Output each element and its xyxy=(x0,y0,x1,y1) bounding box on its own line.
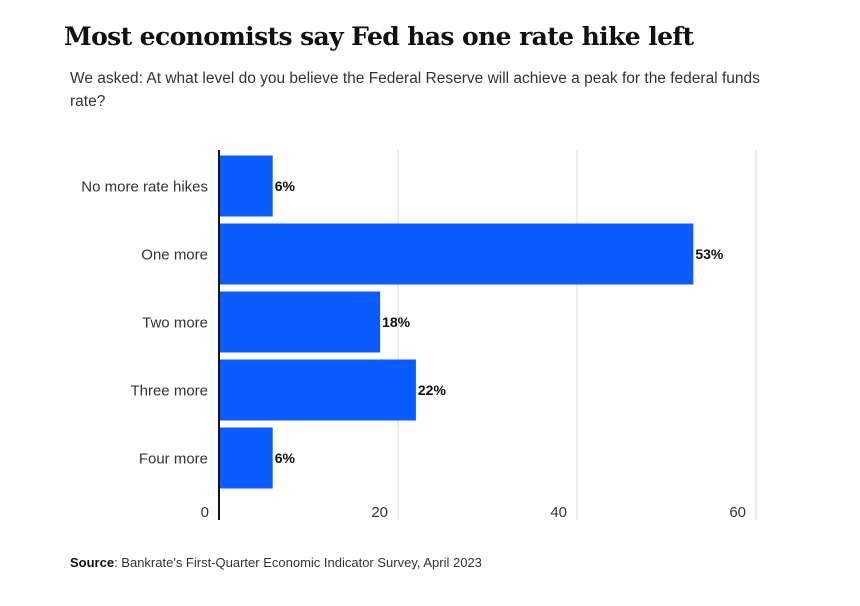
category-label: Four more xyxy=(139,451,208,468)
value-label: 6% xyxy=(275,178,296,194)
chart-title: Most economists say Fed has one rate hik… xyxy=(64,22,694,51)
value-label: 6% xyxy=(275,450,296,466)
category-label: One more xyxy=(141,247,208,264)
value-label: 22% xyxy=(418,382,447,398)
bar xyxy=(219,155,273,217)
bar xyxy=(219,291,381,353)
bars xyxy=(219,155,694,489)
bar xyxy=(219,359,416,421)
value-label: 53% xyxy=(695,246,724,262)
x-tick-label: 40 xyxy=(550,504,567,521)
labels: 0 20 40 60 No more rate hikes 6% One more 53% Tw… xyxy=(81,178,746,521)
bar xyxy=(219,427,273,489)
value-label: 18% xyxy=(382,314,411,330)
source-label: Source xyxy=(70,555,115,570)
grid-lines xyxy=(397,150,757,520)
category-label: Three more xyxy=(130,383,208,400)
chart-subtitle: We asked: At what level do you believe t… xyxy=(70,70,760,110)
source-text: : Bankrate's First-Quarter Economic Indi… xyxy=(114,555,482,570)
category-label: Two more xyxy=(142,315,208,332)
x-tick-label: 60 xyxy=(729,504,746,521)
source-note: Source: Bankrate's First-Quarter Economi… xyxy=(70,555,482,570)
bar xyxy=(219,223,694,285)
x-tick-label: 0 xyxy=(201,504,209,521)
category-label: No more rate hikes xyxy=(81,179,208,196)
x-tick-label: 20 xyxy=(371,504,388,521)
